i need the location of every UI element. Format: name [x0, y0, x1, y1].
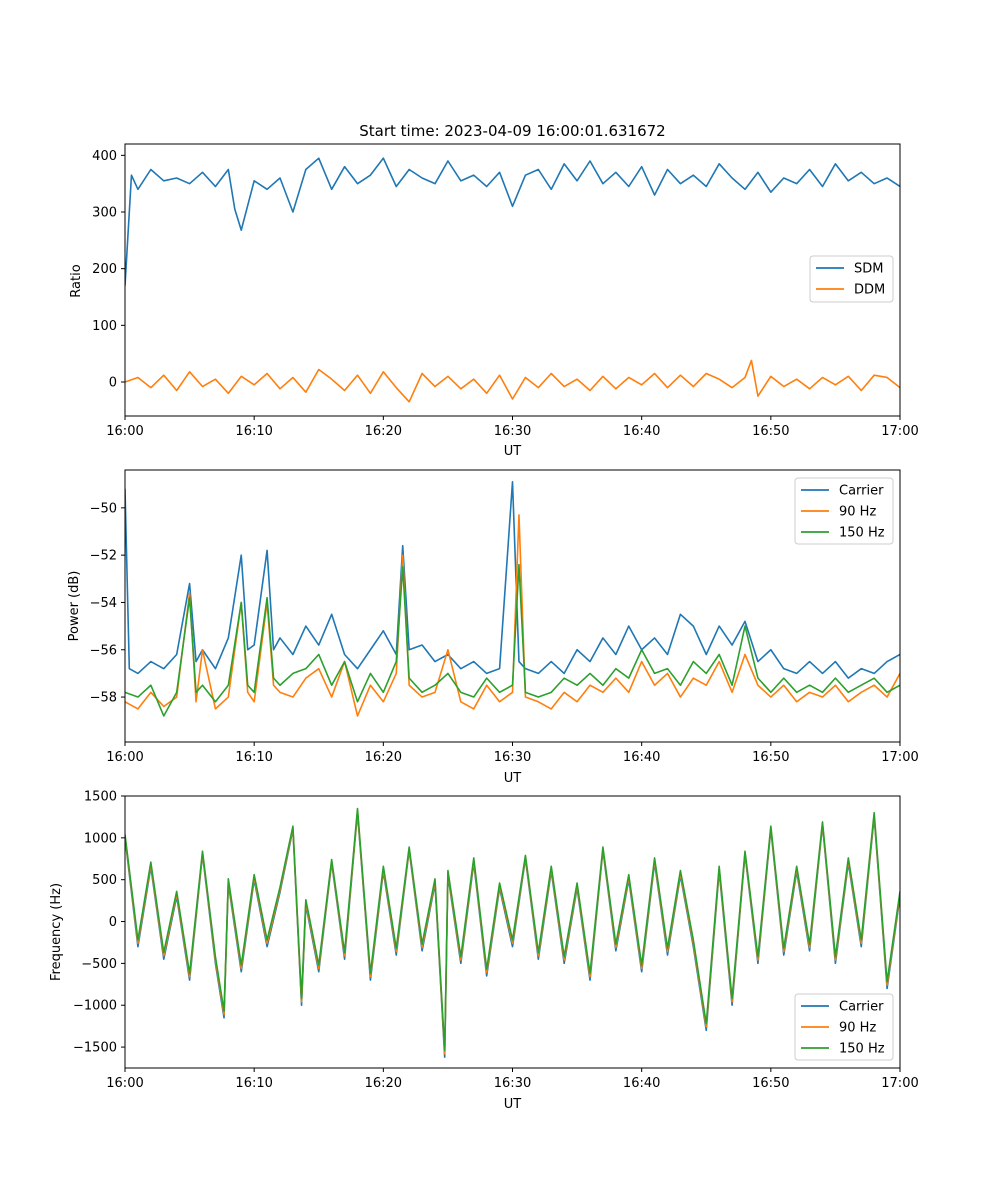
- frequency-panel: Frequency (Hz) UT: [49, 883, 521, 1112]
- y-tick-label: 200: [92, 262, 117, 277]
- legend-label: DDM: [854, 283, 885, 298]
- series-line-150-hz: [125, 563, 900, 717]
- series-line-150-hz: [125, 807, 900, 1052]
- x-tick-label: 16:30: [494, 1076, 531, 1091]
- x-tick-label: 16:30: [494, 424, 531, 439]
- x-tick-label: 16:50: [752, 750, 789, 765]
- chart-2-marks: 16:00 16:10 16:20 16:30 16:40 16:50 17:00 −1500…: [73, 790, 919, 1092]
- y-tick-label: 0: [109, 376, 117, 391]
- power-x-axis-label: UT: [504, 771, 522, 786]
- x-tick-label: 16:00: [106, 750, 143, 765]
- y-tick-label: 0: [109, 915, 117, 930]
- x-tick-label: 16:50: [752, 1076, 789, 1091]
- frequency-y-axis-label: Frequency (Hz): [49, 883, 64, 981]
- legend-label: 90 Hz: [839, 505, 876, 520]
- y-tick-label: 500: [92, 873, 117, 888]
- x-tick-label: 16:20: [365, 1076, 402, 1091]
- legend-label: 150 Hz: [839, 1042, 885, 1057]
- legend-box: [794, 477, 894, 545]
- ratio-panel: Start time: 2023-04-09 16:00:01.631672 R…: [69, 122, 666, 459]
- x-tick-label: 16:10: [235, 1076, 272, 1091]
- frequency-x-axis-label: UT: [504, 1097, 522, 1112]
- x-tick-label: 17:00: [881, 424, 918, 439]
- y-tick-label: 1500: [84, 790, 117, 805]
- legend-label: 90 Hz: [839, 1021, 876, 1036]
- x-tick-label: 16:00: [106, 424, 143, 439]
- chart-1-marks: 16:00 16:10 16:20 16:30 16:40 16:50 17:00 −58 −5…: [90, 469, 919, 765]
- y-tick-label: 300: [92, 206, 117, 221]
- x-tick-label: 16:40: [623, 750, 660, 765]
- ratio-x-axis-label: UT: [504, 444, 522, 459]
- series-line-sdm: [125, 157, 900, 286]
- y-tick-label: −500: [81, 957, 117, 972]
- x-tick-label: 17:00: [881, 1076, 918, 1091]
- ratio-y-axis-label: Ratio: [69, 264, 84, 297]
- legend-label: 150 Hz: [839, 526, 885, 541]
- y-tick-label: 1000: [84, 831, 117, 846]
- x-tick-label: 16:00: [106, 1076, 143, 1091]
- y-tick-label: −58: [90, 691, 117, 706]
- series-line-carrier: [125, 481, 900, 679]
- legend-box: [794, 993, 894, 1061]
- y-tick-label: −54: [90, 596, 117, 611]
- x-tick-label: 16:20: [365, 424, 402, 439]
- x-tick-label: 17:00: [881, 750, 918, 765]
- y-tick-label: 400: [92, 149, 117, 164]
- power-panel: Power (dB) UT: [67, 571, 521, 786]
- legend-label: SDM: [854, 262, 883, 277]
- y-tick-label: −52: [90, 549, 117, 564]
- x-tick-label: 16:10: [235, 750, 272, 765]
- x-tick-label: 16:50: [752, 424, 789, 439]
- legend-label: Carrier: [839, 484, 884, 499]
- y-tick-label: −1000: [73, 999, 117, 1014]
- power-y-axis-label: Power (dB): [67, 571, 82, 642]
- x-tick-label: 16:40: [623, 1076, 660, 1091]
- chart-0-marks: 16:00 16:10 16:20 16:30 16:40 16:50 17:00 0 100 2…: [92, 143, 919, 439]
- y-tick-label: −50: [90, 501, 117, 516]
- y-tick-label: −1500: [73, 1041, 117, 1056]
- series-line-ddm: [125, 359, 900, 403]
- x-tick-label: 16:40: [623, 424, 660, 439]
- x-tick-label: 16:20: [365, 750, 402, 765]
- legend-label: Carrier: [839, 1000, 884, 1015]
- y-tick-label: −56: [90, 643, 117, 658]
- y-tick-label: 100: [92, 319, 117, 334]
- x-tick-label: 16:30: [494, 750, 531, 765]
- x-tick-label: 16:10: [235, 424, 272, 439]
- chart-title: Start time: 2023-04-09 16:00:01.631672: [359, 122, 665, 140]
